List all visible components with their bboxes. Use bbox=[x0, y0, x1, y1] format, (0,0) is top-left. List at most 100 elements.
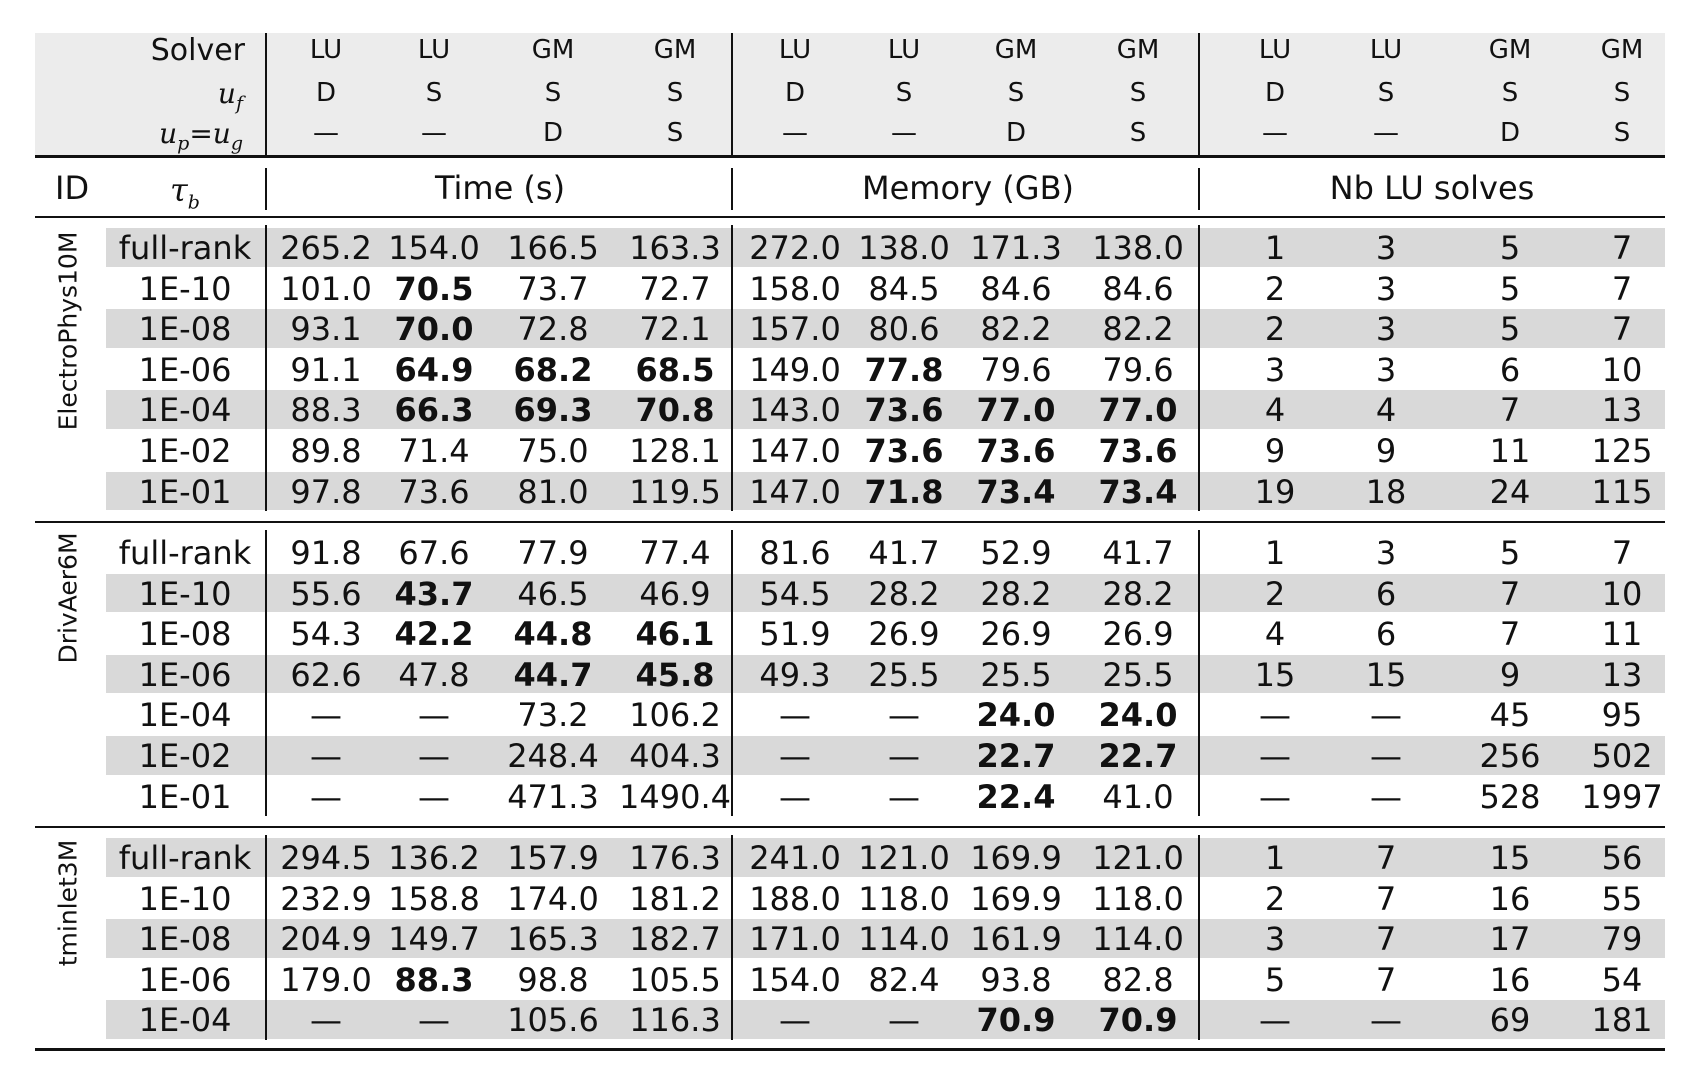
table-cell: 56 bbox=[1601, 839, 1643, 877]
table-cell: 82.2 bbox=[980, 310, 1052, 349]
table-cell: 163.3 bbox=[629, 229, 721, 267]
table-cell: 70.9 bbox=[976, 1001, 1056, 1040]
table-cell: 77.0 bbox=[1098, 391, 1178, 430]
table-cell: 13 bbox=[1601, 655, 1643, 694]
memory-group-header: Memory (GB) bbox=[861, 169, 1075, 207]
table-cell: 89.8 bbox=[290, 432, 362, 470]
table-cell: 2 bbox=[1264, 879, 1286, 918]
table-cell: — bbox=[418, 777, 450, 816]
upug-cell: D bbox=[1005, 118, 1027, 148]
upug-row-label: up=ug bbox=[159, 117, 243, 155]
tau-cell: 1E-01 bbox=[138, 777, 232, 816]
table-cell: 24 bbox=[1489, 472, 1531, 511]
table-cell: — bbox=[310, 696, 342, 735]
table-cell: 121.0 bbox=[1092, 839, 1184, 877]
table-cell: 149.0 bbox=[749, 350, 841, 389]
tau-cell: full-rank bbox=[118, 534, 252, 572]
table-cell: 3 bbox=[1375, 229, 1397, 267]
table-cell: 16 bbox=[1489, 879, 1531, 918]
table-cell: 7 bbox=[1375, 960, 1397, 999]
table-cell: 138.0 bbox=[858, 229, 950, 267]
row-shading bbox=[106, 919, 1665, 958]
table-cell: 22.7 bbox=[976, 737, 1056, 775]
table-cell: 7 bbox=[1375, 839, 1397, 877]
table-cell: 81.0 bbox=[517, 472, 589, 511]
table-cell: — bbox=[1259, 696, 1291, 735]
table-cell: 10 bbox=[1601, 574, 1643, 613]
table-cell: 88.3 bbox=[394, 960, 474, 999]
tau-cell: full-rank bbox=[118, 839, 252, 877]
table-cell: 88.3 bbox=[290, 391, 362, 430]
table-cell: 66.3 bbox=[394, 391, 474, 430]
table-cell: 73.6 bbox=[1098, 432, 1178, 470]
table-cell: 46.9 bbox=[639, 574, 711, 613]
upug-cell: S bbox=[1129, 118, 1147, 148]
table-cell: 84.5 bbox=[868, 269, 940, 308]
table-cell: 64.9 bbox=[394, 350, 474, 389]
table-cell: 4 bbox=[1264, 615, 1286, 654]
tau-cell: 1E-06 bbox=[138, 655, 232, 694]
vline-group-2-1 bbox=[265, 530, 267, 817]
table-cell: 25.5 bbox=[980, 655, 1052, 694]
table-cell: 9 bbox=[1375, 432, 1397, 470]
table-cell: 1 bbox=[1264, 534, 1286, 572]
table-cell: 1 bbox=[1264, 839, 1286, 877]
table-cell: — bbox=[1259, 777, 1291, 816]
table-cell: 157.9 bbox=[507, 839, 599, 877]
table-cell: 265.2 bbox=[280, 229, 372, 267]
tau-cell: 1E-06 bbox=[138, 960, 232, 999]
table-cell: 161.9 bbox=[970, 920, 1062, 959]
table-cell: 95 bbox=[1601, 696, 1643, 735]
table-cell: 7 bbox=[1611, 229, 1633, 267]
vline-memory-nb-top bbox=[1198, 33, 1200, 155]
table-cell: — bbox=[1370, 777, 1402, 816]
uf-cell: D bbox=[315, 78, 337, 108]
table-cell: 101.0 bbox=[280, 269, 372, 308]
table-cell: 3 bbox=[1375, 534, 1397, 572]
table-cell: 68.5 bbox=[635, 350, 715, 389]
table-cell: 98.8 bbox=[517, 960, 589, 999]
vline-time-memory-sub bbox=[731, 168, 733, 210]
table-cell: 3 bbox=[1375, 310, 1397, 349]
nb-lu-solves-group-header: Nb LU solves bbox=[1329, 169, 1535, 207]
table-cell: — bbox=[1259, 1001, 1291, 1040]
upug-cell: — bbox=[313, 118, 339, 148]
table-cell: 13 bbox=[1601, 391, 1643, 430]
table-cell: 28.2 bbox=[868, 574, 940, 613]
solver-cell: LU bbox=[309, 35, 343, 65]
table-cell: 154.0 bbox=[749, 960, 841, 999]
table-cell: 80.6 bbox=[868, 310, 940, 349]
tau-cell: 1E-10 bbox=[138, 879, 232, 918]
tau-cell: 1E-08 bbox=[138, 920, 232, 959]
table-cell: 82.4 bbox=[868, 960, 940, 999]
table-cell: 136.2 bbox=[388, 839, 480, 877]
table-cell: 143.0 bbox=[749, 391, 841, 430]
table-cell: 71.4 bbox=[398, 432, 470, 470]
table-cell: 182.7 bbox=[629, 920, 721, 959]
table-cell: 5 bbox=[1499, 229, 1521, 267]
uf-cell: S bbox=[1501, 78, 1519, 108]
table-cell: — bbox=[1370, 696, 1402, 735]
upug-cell: S bbox=[1613, 118, 1631, 148]
table-cell: 2 bbox=[1264, 310, 1286, 349]
table-cell: 10 bbox=[1601, 350, 1643, 389]
table-cell: 157.0 bbox=[749, 310, 841, 349]
tau-cell: 1E-04 bbox=[138, 696, 232, 735]
table-cell: 404.3 bbox=[629, 737, 721, 775]
table-cell: 26.9 bbox=[868, 615, 940, 654]
table-cell: 93.8 bbox=[980, 960, 1052, 999]
group-label-drivaer6m: DrivAer6M bbox=[53, 532, 83, 664]
table-cell: 73.6 bbox=[398, 472, 470, 511]
table-cell: 7 bbox=[1611, 310, 1633, 349]
table-cell: 41.0 bbox=[1102, 777, 1174, 816]
table-cell: 81.6 bbox=[759, 534, 831, 572]
table-cell: 41.7 bbox=[1102, 534, 1174, 572]
table-cell: 179.0 bbox=[280, 960, 372, 999]
table-cell: 79.6 bbox=[980, 350, 1052, 389]
table-cell: 118.0 bbox=[858, 879, 950, 918]
table-cell: 1997 bbox=[1581, 777, 1663, 816]
tau-column-header: τb bbox=[170, 171, 200, 214]
table-cell: — bbox=[779, 1001, 811, 1040]
rule-group-1-2 bbox=[35, 521, 1665, 523]
row-shading bbox=[106, 471, 1665, 511]
